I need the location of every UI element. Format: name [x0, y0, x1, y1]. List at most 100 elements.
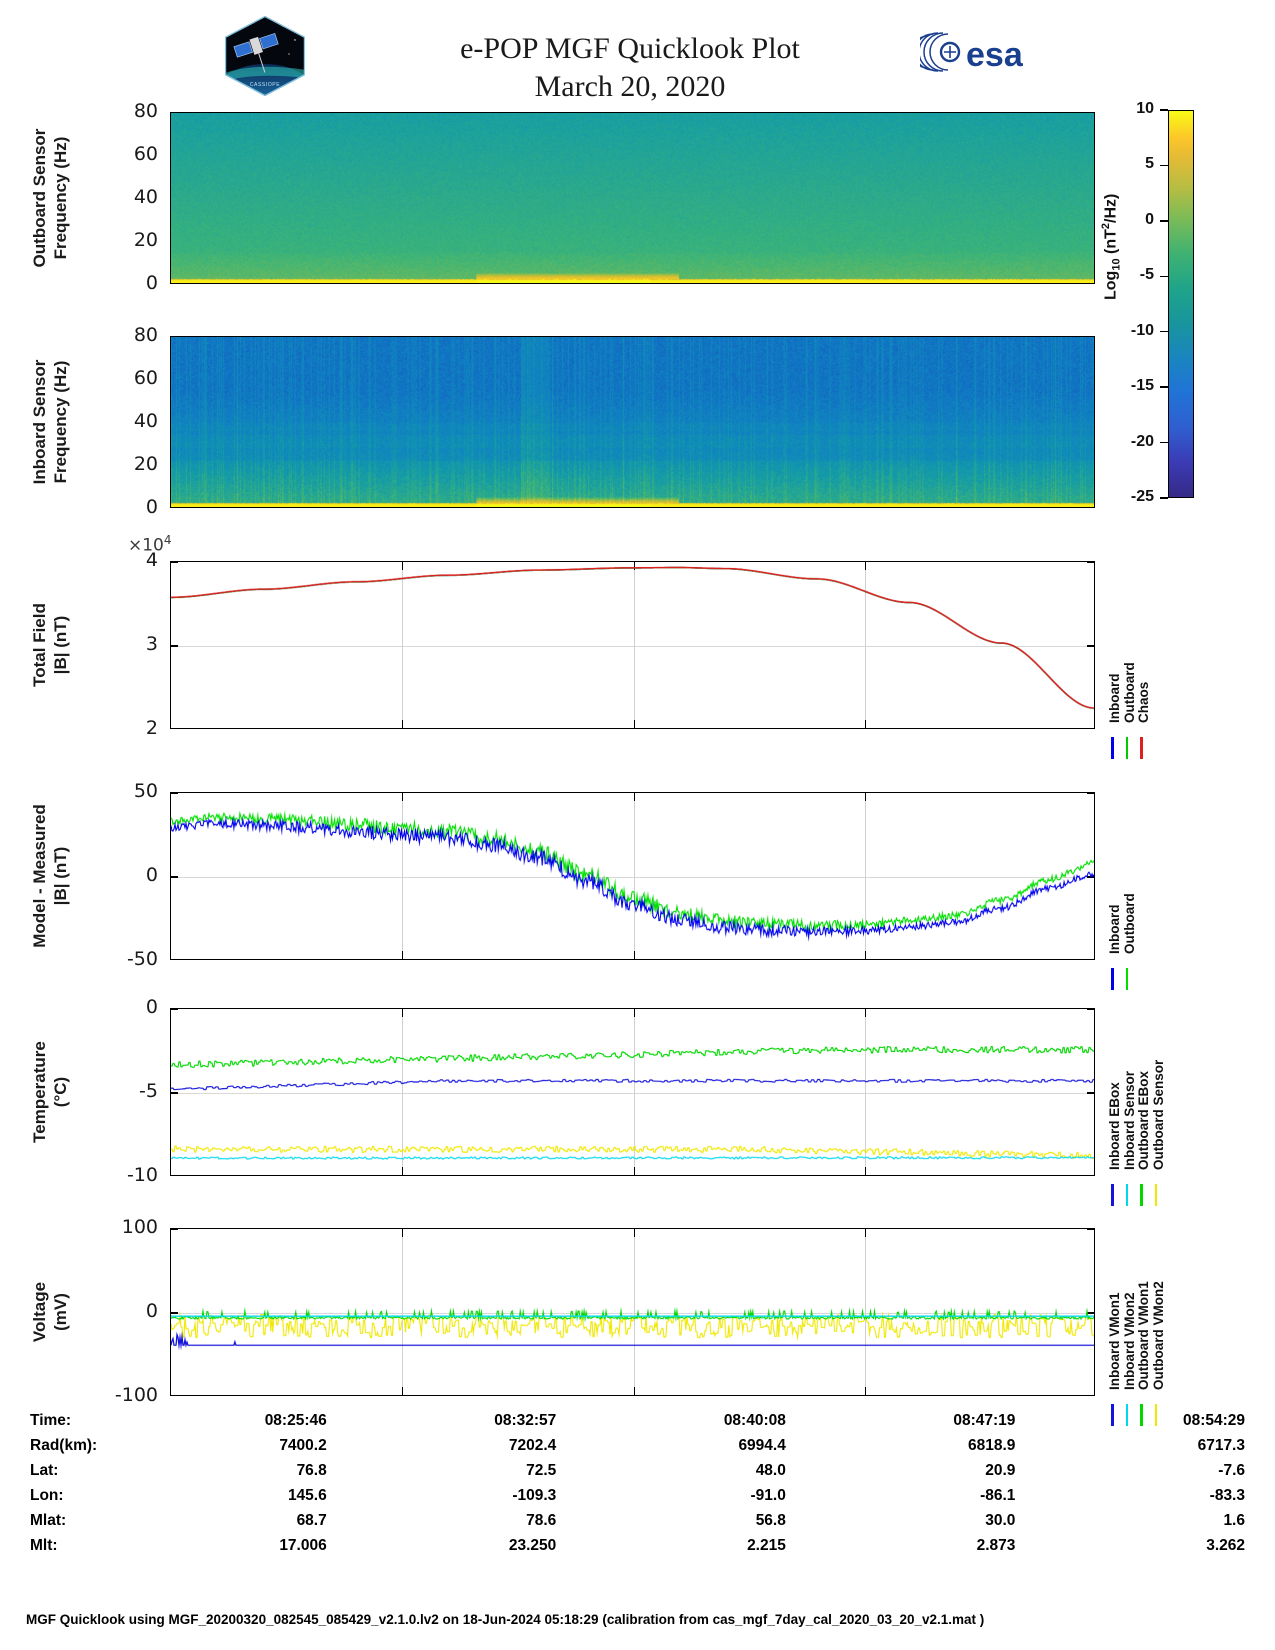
plot-area-voltage	[170, 1228, 1095, 1396]
table-row: Mlat: 68.7 78.6 56.8 30.0 1.6	[30, 1508, 1245, 1533]
table-cell: 6994.4	[738, 1436, 786, 1454]
table-row: Lat: 76.8 72.5 48.0 20.9 -7.6	[30, 1458, 1245, 1483]
table-cell: 76.8	[296, 1461, 327, 1479]
row-label: Lon:	[30, 1486, 64, 1504]
colorbar-tick-label: 0	[1145, 210, 1154, 228]
panel-temperature	[170, 1008, 1095, 1176]
table-cell: 7202.4	[508, 1436, 557, 1454]
legend-label: Inboard Sensor	[1121, 1070, 1137, 1170]
colorbar-tick	[1160, 275, 1168, 277]
row-label: Rad(km):	[30, 1436, 98, 1454]
y-axis-label-voltage: Voltage (mV)	[30, 1281, 70, 1343]
y-tick-label: 0	[145, 996, 158, 1018]
colorbar-label-mid: (nT	[1102, 229, 1120, 259]
legend-swatch	[1125, 968, 1129, 990]
row-label: Mlat:	[30, 1511, 67, 1529]
colorbar-tick-label: 10	[1136, 100, 1154, 117]
series-plot-total-field	[171, 562, 1094, 728]
page-title: e-POP MGF Quicklook Plot March 20, 2020	[300, 30, 960, 106]
svg-text:CASSIOPE: CASSIOPE	[250, 82, 280, 88]
table-cell: 08:54:29	[1182, 1411, 1245, 1429]
colorbar-tick-label: -15	[1130, 377, 1154, 395]
y-axis-label-inboard-spectrogram: Inboard Sensor Frequency (Hz)	[30, 359, 70, 485]
table-cell: 6717.3	[1197, 1436, 1245, 1454]
table-cell: 68.7	[296, 1511, 327, 1529]
footer-provenance-text: MGF Quicklook using MGF_20200320_082545_…	[26, 1612, 985, 1627]
panel-model-minus-measured	[170, 792, 1095, 960]
colorbar-tick-label: -5	[1139, 266, 1154, 284]
legend-label: Inboard	[1107, 904, 1122, 955]
plot-area-model-minus-measured	[170, 792, 1095, 960]
table-cell: 1.6	[1223, 1511, 1245, 1529]
table-cell: -91.0	[750, 1486, 786, 1504]
table-cell: -86.1	[980, 1486, 1016, 1504]
y-tick-label: -100	[114, 1384, 158, 1406]
table-cell: 2.873	[976, 1536, 1016, 1554]
legend-label: Outboard	[1121, 893, 1137, 954]
table-cell: 6818.9	[968, 1436, 1016, 1454]
colorbar-tick	[1160, 331, 1168, 333]
table-cell: 48.0	[755, 1461, 786, 1479]
table-row: Lon: 145.6 -109.3 -91.0 -86.1 -83.3	[30, 1483, 1245, 1508]
y-tick-label: 100	[121, 1216, 158, 1238]
legend-label: Inboard VMon2	[1121, 1292, 1137, 1391]
colorbar-tick	[1160, 497, 1168, 499]
table-row: Rad(km): 7400.2 7202.4 6994.4 6818.9 6717.3	[30, 1433, 1245, 1458]
y-tick-label: -10	[126, 1164, 158, 1186]
legend-swatch	[1154, 1404, 1158, 1426]
colorbar-tick	[1160, 220, 1168, 222]
legend-swatch	[1125, 1184, 1129, 1206]
legend-label: Outboard EBox	[1136, 1070, 1151, 1170]
colorbar-tick	[1160, 109, 1168, 111]
colorbar-tick-label: 5	[1145, 155, 1154, 173]
series-plot-temperature	[171, 1009, 1094, 1175]
table-cell: 08:40:08	[723, 1411, 786, 1429]
colorbar-tick-label: -10	[1130, 321, 1154, 339]
ephemeris-info-table: Time: 08:25:46 08:32:57 08:40:08 08:47:19 08:…	[30, 1408, 1245, 1558]
legend-swatch	[1111, 1404, 1114, 1426]
table-cell: 30.0	[985, 1511, 1016, 1529]
y-axis-label-outboard-spectrogram: Outboard Sensor Frequency (Hz)	[30, 128, 70, 268]
y-axis-label-temperature: Temperature (°C)	[30, 1041, 70, 1143]
legend-swatch	[1125, 737, 1129, 759]
table-row: Mlt: 17.006 23.250 2.215 2.873 3.262	[30, 1533, 1245, 1558]
esa-wordmark: esa	[966, 36, 1024, 74]
series-plot-model-minus-measured	[171, 793, 1094, 959]
table-cell: 3.262	[1206, 1536, 1245, 1554]
table-cell: 145.6	[287, 1486, 327, 1504]
y-tick-label: -50	[126, 948, 158, 970]
y-tick-label: 80	[133, 100, 158, 122]
legend-label: Inboard EBox	[1107, 1082, 1122, 1170]
colorbar-tick	[1160, 386, 1168, 388]
table-cell: -7.6	[1218, 1461, 1245, 1479]
plot-area-total-field	[170, 561, 1095, 729]
plot-area-inboard-spectrogram	[170, 336, 1095, 508]
mission-patch-logo: CASSIOPE	[221, 14, 309, 98]
plot-area-outboard-spectrogram	[170, 112, 1095, 284]
info-table: Time: 08:25:46 08:32:57 08:40:08 08:47:19 08:…	[30, 1408, 1245, 1558]
y-tick-label: 0	[145, 496, 158, 518]
table-cell: 72.5	[526, 1461, 557, 1479]
title-line-2: March 20, 2020	[534, 70, 726, 103]
title-line-1: e-POP MGF Quicklook Plot	[460, 32, 800, 65]
table-cell: 08:32:57	[494, 1411, 557, 1429]
table-cell: 08:47:19	[953, 1411, 1016, 1429]
table-cell: 7400.2	[279, 1436, 327, 1454]
colorbar-tick	[1160, 441, 1168, 444]
legend-label: Outboard	[1121, 662, 1137, 723]
colorbar-tick-label: -25	[1130, 488, 1154, 505]
table-cell: 56.8	[755, 1511, 786, 1529]
table-row: Time: 08:25:46 08:32:57 08:40:08 08:47:19 08:…	[30, 1408, 1245, 1433]
y-tick-label: 20	[133, 229, 158, 251]
table-cell: 17.006	[279, 1536, 327, 1554]
y-axis-label-model-minus-measured: Model - Measured |B| (nT)	[30, 804, 70, 948]
y-axis-label-total-field: Total Field |B| (nT)	[30, 603, 70, 687]
spectrogram-image	[171, 113, 1094, 283]
legend-label: Outboard VMon1	[1136, 1281, 1151, 1390]
table-cell: 23.250	[508, 1536, 557, 1554]
legend-swatch	[1140, 1404, 1143, 1426]
legend-label: Inboard VMon1	[1107, 1292, 1122, 1391]
legend-swatch	[1111, 737, 1114, 759]
row-label: Time:	[30, 1411, 72, 1429]
colorbar-gradient	[1168, 110, 1194, 498]
